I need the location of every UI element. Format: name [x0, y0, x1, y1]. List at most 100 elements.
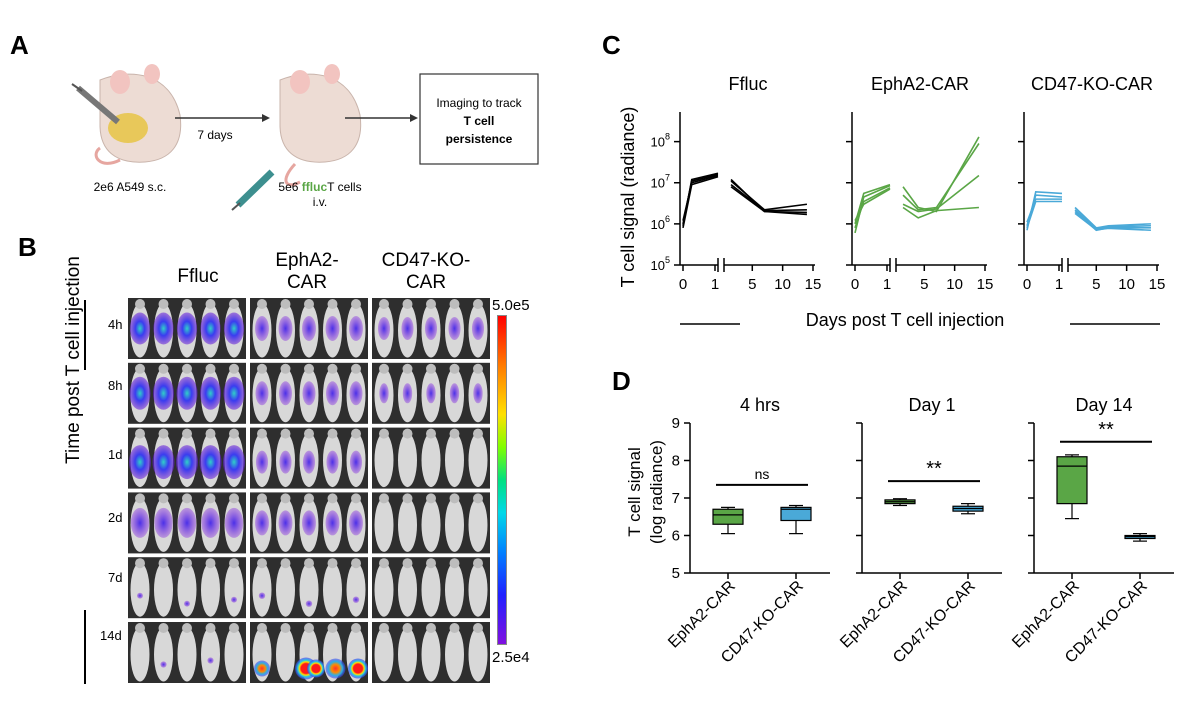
mouse-head [402, 428, 413, 439]
mouse-head [449, 623, 460, 633]
y-tick-exponent: 8 [665, 132, 670, 142]
ylabel-line1: T cell signal [625, 447, 644, 537]
mouse-head [158, 299, 169, 309]
tcell-route: i.v. [312, 195, 328, 209]
mouse-head [304, 623, 314, 633]
signal-blob [223, 445, 245, 480]
arrow1-label: 7 days [197, 128, 233, 142]
signal-blob [278, 510, 293, 536]
mouse-silhouette [468, 497, 488, 552]
tcell-cells: T cells [327, 180, 362, 194]
mouse-head [280, 299, 291, 309]
mouse-head [426, 428, 436, 439]
mouse-head [257, 623, 267, 633]
mouse-silhouette [252, 562, 272, 617]
mouse-head [379, 558, 389, 569]
mouse-head [205, 493, 216, 504]
mouse-silhouette [398, 497, 417, 552]
x-tick-label: 15 [805, 276, 822, 293]
scale-max-label: 5.0e5 [492, 297, 530, 314]
mouse-head [182, 299, 192, 309]
mouse-silhouette [201, 627, 220, 682]
mouse-silhouette [421, 497, 441, 552]
x-tick-label: EphA2-CAR [837, 578, 911, 652]
signal-blob [153, 312, 174, 345]
mouse-silhouette [154, 562, 173, 617]
series-line-right [1074, 210, 1151, 232]
signal-blob [184, 600, 190, 607]
mouse-head [402, 493, 413, 504]
signal-blob [207, 657, 214, 664]
series-line-right [902, 174, 980, 213]
signal-blob [349, 381, 363, 406]
mouse-head [304, 363, 314, 374]
mouse-head [257, 428, 267, 439]
signal-blob [325, 316, 340, 341]
signal-blob [176, 376, 198, 410]
mouse-silhouette [398, 562, 417, 617]
mouse-head [158, 363, 169, 374]
signal-blob [129, 312, 151, 345]
y-tick-label: 6 [672, 528, 680, 545]
series-line-left [682, 173, 719, 225]
mouse-head [379, 493, 389, 504]
x-tick-label: 15 [977, 276, 994, 293]
mouse-silhouette [445, 497, 464, 552]
mouse-head [158, 623, 169, 633]
mouse-silhouette [468, 627, 488, 682]
mouse-silhouette [201, 562, 220, 617]
mouse-head [379, 623, 389, 633]
mouse-head [449, 493, 460, 504]
mouse-head [473, 363, 483, 374]
mouse-head [280, 493, 291, 504]
signal-blob [152, 445, 175, 480]
tcell-dose: 5e6 [278, 180, 299, 194]
series-line-left [682, 175, 719, 229]
signal-blob [129, 376, 151, 410]
mouse-head [449, 363, 460, 374]
mouse-head [473, 623, 483, 633]
mouse-head [257, 363, 267, 374]
mouse-silhouette [346, 562, 366, 617]
mouse-silhouette [224, 562, 244, 617]
mouse-silhouette [445, 433, 464, 488]
series-line-right [730, 186, 807, 216]
chart-title: EphA2-CAR [871, 74, 969, 94]
mouse-head [205, 299, 216, 309]
series-line-right [902, 143, 980, 211]
mouse-head [449, 299, 460, 309]
mouse-head [182, 493, 192, 504]
mouse-head [402, 299, 413, 309]
timepoint-1d: 1d [108, 447, 123, 462]
mouse-1-illustration [71, 64, 182, 165]
mouse-head [280, 623, 291, 633]
tcell-fluc: ffluc [301, 180, 328, 194]
mouse-head [229, 558, 239, 569]
mouse-silhouette [421, 627, 441, 682]
mouse-head [304, 558, 314, 569]
x-tick-label: 0 [1023, 276, 1031, 293]
chart-title: Ffluc [728, 74, 767, 94]
signal-blob [352, 596, 360, 603]
group-header-line1: EphA2- [275, 250, 339, 271]
signal-blob [449, 383, 460, 404]
signal-blob [473, 383, 483, 404]
mouse-head [182, 363, 192, 374]
series-line-right [1074, 209, 1151, 230]
signal-blob [176, 312, 198, 345]
mouse-silhouette [154, 627, 173, 682]
signal-blob [448, 317, 461, 340]
mouse-silhouette [445, 562, 464, 617]
mouse-silhouette [224, 627, 244, 682]
mouse-head [304, 299, 314, 309]
mouse-head [182, 428, 192, 439]
mouse-head [473, 299, 483, 309]
signal-blob [130, 507, 150, 538]
mouse-head [257, 493, 267, 504]
signal-blob [176, 445, 198, 480]
signal-blob [302, 316, 316, 341]
mouse-silhouette [130, 627, 150, 682]
mouse-head [402, 623, 413, 633]
series-line-left [854, 188, 891, 221]
mouse-silhouette [421, 562, 441, 617]
